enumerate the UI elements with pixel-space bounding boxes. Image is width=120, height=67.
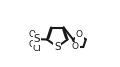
- Text: Cl: Cl: [33, 44, 42, 53]
- Text: O: O: [28, 30, 35, 39]
- Text: S: S: [33, 34, 40, 44]
- Text: O: O: [72, 42, 79, 51]
- Text: S: S: [54, 42, 61, 52]
- Text: O: O: [28, 40, 35, 49]
- Text: O: O: [76, 30, 83, 39]
